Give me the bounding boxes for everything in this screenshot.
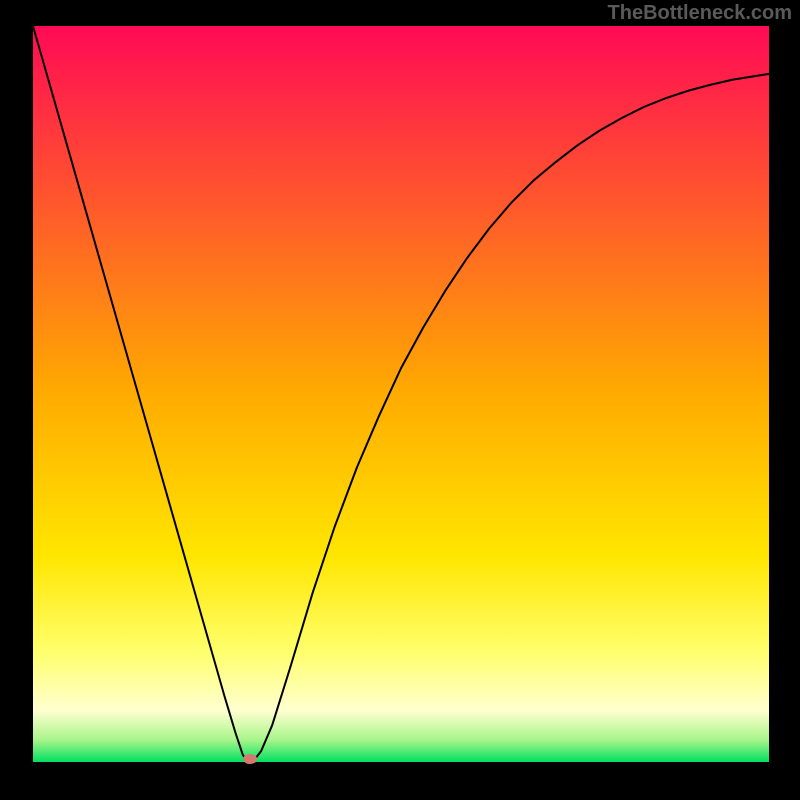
chart-container: TheBottleneck.com — [0, 0, 800, 800]
plot-gradient — [33, 26, 769, 762]
watermark-text: TheBottleneck.com — [608, 2, 792, 25]
minimum-marker — [243, 754, 257, 764]
bottleneck-chart — [0, 0, 800, 800]
